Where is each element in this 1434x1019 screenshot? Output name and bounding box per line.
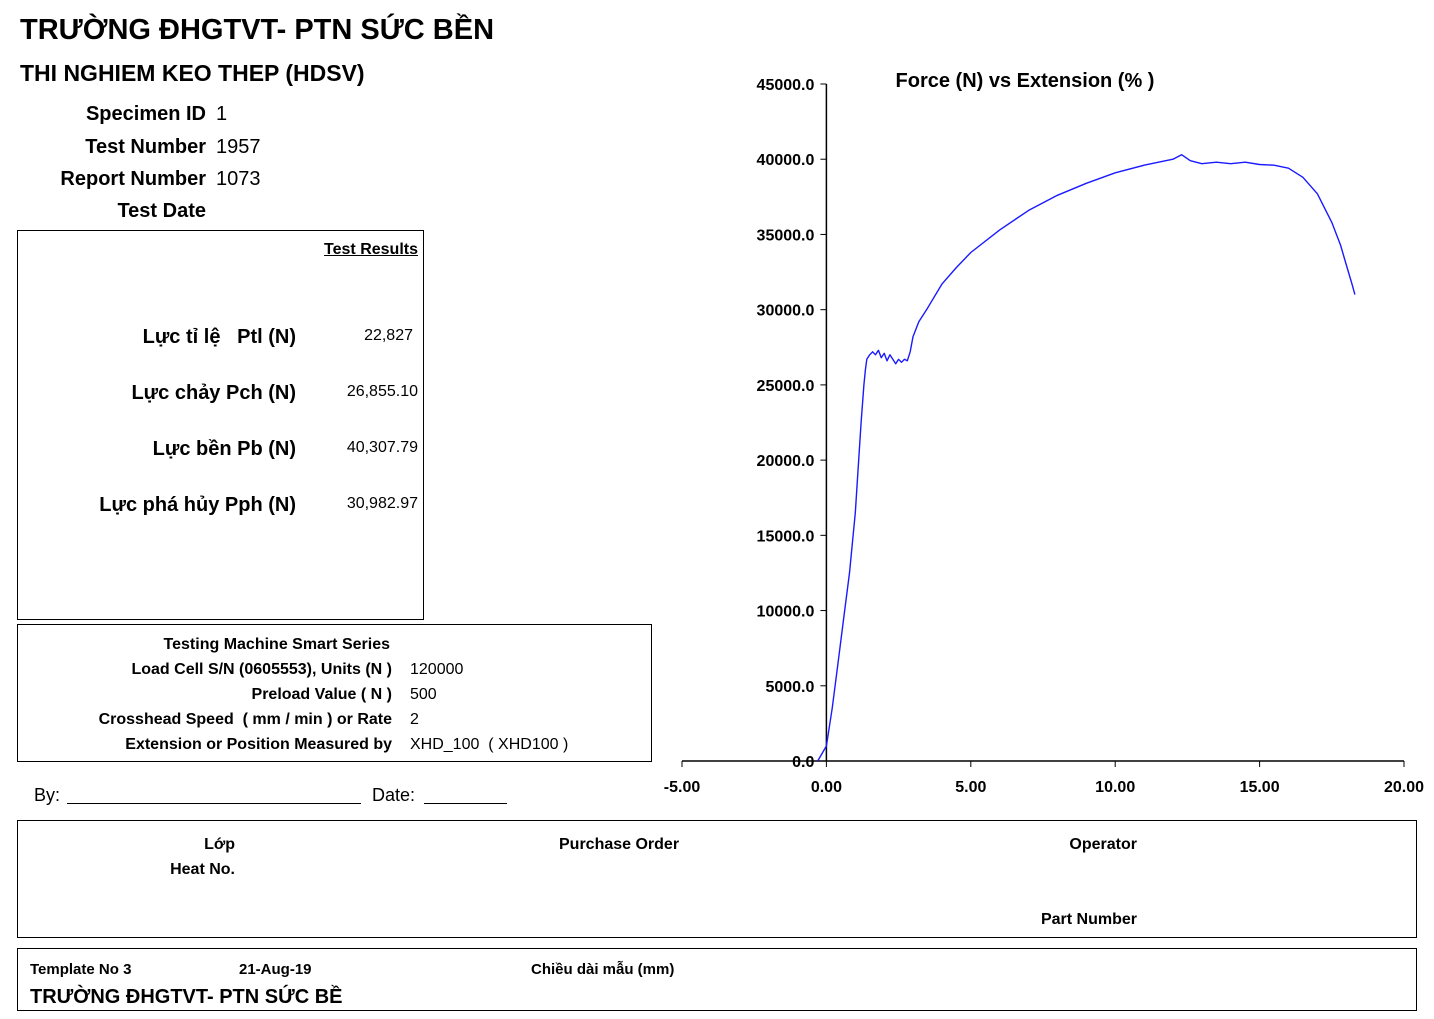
test-number-label: Test Number	[85, 136, 206, 158]
test-number-value: 1957	[216, 136, 261, 158]
lop-label: Lớp	[204, 836, 235, 853]
part-number-label: Part Number	[1040, 911, 1137, 928]
specimen-id-label: Specimen ID	[85, 103, 206, 125]
extension-value: XHD_100 ( XHD100 )	[410, 736, 569, 753]
specimen-id-value: 1	[216, 103, 228, 125]
page-subtitle: THI NGHIEM KEO THEP (HDSV)	[20, 60, 365, 86]
by-underline	[67, 803, 361, 804]
y-tick-label: 20000.0	[757, 453, 815, 470]
x-tick-label: 20.00	[1384, 779, 1424, 796]
info-box: Lớp Heat No. Purchase Order Operator Par…	[17, 820, 1417, 938]
footer-date: 21-Aug-19	[239, 961, 312, 978]
result-value-pch: 26,855.10	[346, 383, 418, 400]
result-value-pb: 40,307.79	[346, 439, 418, 456]
load-cell-label: Load Cell S/N (0605553), Units (N )	[131, 661, 392, 678]
result-label-pch: Lực chảy Pch (N)	[131, 382, 296, 404]
crosshead-speed-value: 2	[410, 711, 419, 728]
crosshead-speed-label: Crosshead Speed ( mm / min ) or Rate	[98, 711, 392, 728]
y-tick-label: 45000.0	[757, 77, 815, 94]
preload-value: 500	[410, 686, 437, 703]
x-tick-label: -5.00	[664, 779, 701, 796]
x-tick-label: 10.00	[1095, 779, 1135, 796]
test-results-heading: Test Results	[324, 241, 418, 258]
y-tick-label: 10000.0	[757, 604, 815, 621]
y-tick-label: 30000.0	[757, 303, 815, 320]
test-results-box: Test Results Lực tỉ lệ Ptl (N) 22,827 Lự…	[17, 230, 424, 620]
template-number: Template No 3	[30, 961, 132, 978]
preload-label: Preload Value ( N )	[251, 686, 392, 703]
report-number-value: 1073	[216, 168, 261, 190]
result-value-pph: 30,982.97	[346, 495, 418, 512]
series-line	[817, 154, 1356, 762]
page-title: TRƯỜNG ĐHGTVT- PTN SỨC BỀN	[20, 14, 495, 46]
report-number-label: Report Number	[60, 168, 206, 190]
footer-name: TRƯỜNG ĐHGTVT- PTN SỨC BỀ	[30, 986, 343, 1008]
date-underline	[424, 803, 507, 804]
y-tick-label: 25000.0	[757, 378, 815, 395]
extension-label: Extension or Position Measured by	[125, 736, 392, 753]
chart-title: Force (N) vs Extension (% )	[896, 70, 1155, 92]
by-label: By:	[34, 785, 61, 805]
date-label: Date:	[372, 785, 416, 805]
footer-box: Template No 3 21-Aug-19 Chiều dài mẫu (m…	[17, 948, 1417, 1011]
length-label: Chiều dài mẫu (mm)	[531, 961, 675, 978]
load-cell-value: 120000	[410, 661, 464, 678]
result-label-pb: Lực bền Pb (N)	[152, 438, 296, 460]
y-tick-label: 40000.0	[757, 152, 815, 169]
result-label-pph: Lực phá hủy Pph (N)	[99, 494, 296, 516]
heat-no-label: Heat No.	[170, 861, 235, 878]
x-tick-label: 0.00	[811, 779, 842, 796]
chart-axes: -5.00 0.00 5.00 10.00 15.00 20.00 0.0 5000.0 100…	[664, 70, 1424, 796]
y-tick-label: 0.0	[792, 754, 814, 771]
x-tick-label: 5.00	[955, 779, 986, 796]
y-tick-label: 15000.0	[757, 528, 815, 545]
y-tick-label: 35000.0	[757, 227, 815, 244]
y-tick-label: 5000.0	[765, 679, 814, 696]
chart-marks	[817, 154, 1356, 762]
test-date-label: Test Date	[117, 200, 206, 222]
testing-machine-box: Testing Machine Smart Series Load Cell S…	[17, 624, 652, 762]
operator-label: Operator	[1069, 836, 1137, 853]
result-label-ptl: Lực tỉ lệ Ptl (N)	[142, 326, 296, 348]
machine-title: Testing Machine Smart Series	[163, 636, 390, 653]
result-value-ptl: 22,827	[364, 327, 413, 344]
purchase-order-label: Purchase Order	[559, 836, 680, 853]
x-tick-label: 15.00	[1240, 779, 1280, 796]
